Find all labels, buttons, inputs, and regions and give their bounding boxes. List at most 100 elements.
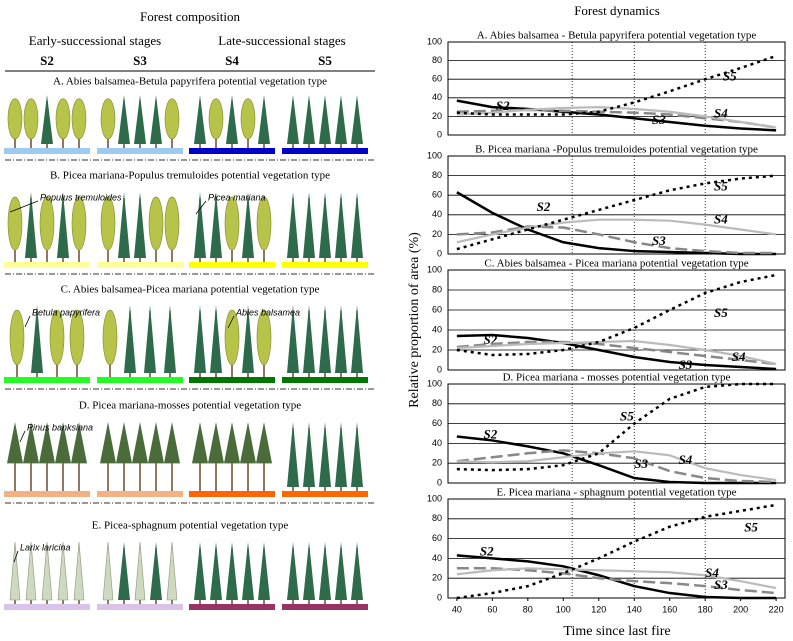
ground-bar	[97, 377, 183, 383]
conifer-tree	[57, 192, 69, 258]
x-tick-label: 60	[487, 604, 497, 614]
conifer-tree	[319, 95, 331, 144]
conifer-tree	[242, 542, 254, 600]
y-tick-label: 20	[432, 458, 442, 468]
x-tick-label: 160	[662, 604, 677, 614]
conifer-tree	[287, 192, 299, 258]
deciduous-tree	[7, 98, 23, 140]
y-tick-label: 0	[437, 364, 442, 374]
larch-tree	[166, 541, 178, 601]
series-line	[456, 340, 777, 366]
deciduous-tree	[9, 309, 25, 366]
deciduous-tree	[148, 196, 164, 251]
deciduous-tree	[69, 309, 85, 366]
conifer-tree	[335, 542, 347, 600]
conifer-tree	[351, 305, 363, 373]
series-label: S4	[732, 349, 746, 364]
species-label: Larix laricina	[20, 542, 71, 552]
y-tick-label: 20	[432, 111, 442, 121]
ground-bar	[189, 148, 275, 154]
y-tick-label: 80	[432, 170, 442, 180]
conifer-tree	[226, 95, 238, 144]
y-tick-label: 20	[432, 344, 442, 354]
pine-tree	[240, 422, 256, 464]
ground-bar	[97, 148, 183, 154]
series-label: S3	[634, 456, 648, 471]
pine-tree	[224, 422, 240, 464]
series-label: S2	[537, 199, 551, 214]
conifer-tree	[150, 542, 162, 600]
series-line	[456, 105, 777, 129]
y-tick-label: 80	[432, 284, 442, 294]
y-tick-label: 80	[432, 55, 442, 65]
y-tick-label: 0	[437, 592, 442, 602]
deciduous-tree	[240, 98, 256, 140]
pine-tree	[116, 422, 132, 464]
series-line	[456, 567, 777, 590]
deciduous-tree	[102, 309, 118, 366]
dynamics-title: Forest dynamics	[574, 3, 660, 18]
conifer-tree	[25, 192, 37, 258]
series-line	[456, 99, 777, 132]
conifer-tree	[41, 95, 53, 144]
stage-label: S5	[318, 53, 332, 68]
series-line	[456, 333, 777, 371]
conifer-tree	[258, 95, 270, 144]
ground-bar	[4, 262, 90, 268]
pine-tree	[164, 422, 180, 464]
ground-bar	[282, 148, 368, 154]
species-pointer	[13, 550, 19, 563]
series-label: S3	[679, 357, 693, 372]
pine-tree	[71, 422, 87, 464]
larch-tree	[102, 541, 114, 601]
conifer-tree	[319, 542, 331, 600]
deciduous-tree	[71, 98, 87, 140]
series-label: S3	[714, 577, 728, 592]
conifer-tree	[351, 192, 363, 258]
conifer-tree	[351, 542, 363, 600]
pine-tree	[100, 422, 116, 464]
ground-bar	[4, 491, 90, 497]
chart-title: D. Picea mariana - mosses potential vege…	[503, 372, 731, 384]
ground-bar	[282, 491, 368, 497]
y-tick-label: 0	[437, 477, 442, 487]
conifer-tree	[226, 542, 238, 600]
species-label: Betula papyrifera	[32, 307, 100, 317]
conifer-tree	[287, 422, 299, 487]
title-backdrop	[482, 257, 751, 270]
deciduous-tree	[164, 196, 180, 251]
y-tick-label: 100	[427, 36, 442, 46]
y-tick-label: 60	[432, 190, 442, 200]
conifer-tree	[258, 542, 270, 600]
deciduous-tree	[224, 196, 240, 251]
chart-title: E. Picea mariana - sphagnum potential ve…	[496, 487, 736, 499]
conifer-tree	[287, 305, 299, 373]
y-tick-label: 100	[427, 378, 442, 388]
deciduous-tree	[55, 98, 71, 140]
ground-bar	[97, 262, 183, 268]
conifer-tree	[303, 305, 315, 373]
conifer-tree	[287, 542, 299, 600]
x-tick-label: 200	[733, 604, 748, 614]
y-tick-label: 0	[437, 129, 442, 139]
conifer-tree	[150, 95, 162, 144]
x-tick-label: 40	[452, 604, 462, 614]
plot-frame	[447, 498, 786, 599]
deciduous-tree	[71, 196, 87, 251]
species-label: Picea mariana	[208, 192, 266, 202]
title-backdrop	[474, 29, 759, 42]
conifer-tree	[319, 305, 331, 373]
deciduous-tree	[164, 98, 180, 140]
stage-label: S2	[40, 53, 54, 68]
x-tick-label: 220	[769, 604, 784, 614]
x-tick-label: 120	[591, 604, 606, 614]
deciduous-tree	[256, 196, 272, 251]
pine-tree	[7, 422, 23, 464]
conifer-tree	[118, 192, 130, 258]
conifer-tree	[194, 95, 206, 144]
ground-bar	[97, 491, 183, 497]
composition-title: Forest composition	[140, 9, 241, 24]
conifer-tree	[319, 422, 331, 487]
series-label: S5	[723, 68, 737, 83]
